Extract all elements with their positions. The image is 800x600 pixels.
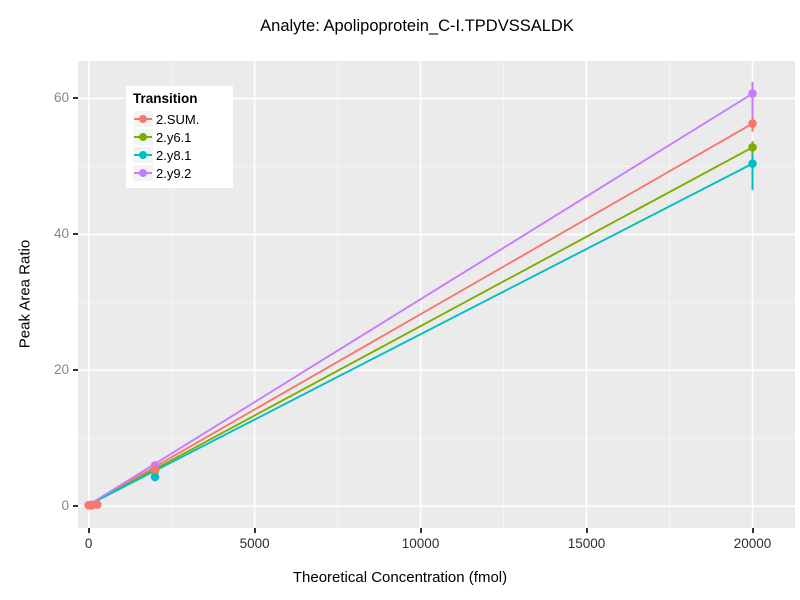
data-point xyxy=(748,89,757,98)
data-point xyxy=(150,472,160,482)
y-axis-title: Peak Area Ratio xyxy=(16,239,34,349)
x-tick-label: 10000 xyxy=(401,536,440,551)
legend-item: 2.y8.1 xyxy=(133,146,225,164)
legend-item-label: 2.y6.1 xyxy=(156,129,192,145)
legend-key-icon xyxy=(133,111,153,127)
legend-item: 2.y9.2 xyxy=(133,164,225,182)
data-point xyxy=(748,119,757,128)
y-tick-label: 40 xyxy=(53,226,69,242)
x-tick-mark xyxy=(419,528,422,533)
fit-line xyxy=(88,162,753,506)
legend-key-dot xyxy=(139,169,147,177)
fit-line xyxy=(88,92,754,506)
x-tick-mark xyxy=(751,528,754,533)
y-tick-mark xyxy=(73,233,78,236)
data-point xyxy=(150,465,160,474)
legend-key-icon xyxy=(133,129,153,145)
legend-key-dot xyxy=(139,133,147,141)
legend-item: 2.SUM. xyxy=(133,110,225,128)
y-tick-mark xyxy=(73,505,78,508)
fit-line xyxy=(88,122,753,506)
legend-item: 2.y6.1 xyxy=(133,128,225,146)
y-tick-label: 20 xyxy=(53,362,69,378)
legend-items: 2.SUM. 2.y6.1 2.y8.1 2.y9.2 xyxy=(133,110,225,182)
fit-line xyxy=(88,146,753,506)
x-tick-mark xyxy=(585,528,588,533)
data-point xyxy=(748,143,757,152)
legend-key-dot xyxy=(139,151,147,159)
y-tick-label: 0 xyxy=(61,498,69,514)
data-point xyxy=(92,500,102,509)
y-tick-mark xyxy=(73,97,78,100)
plot-area xyxy=(78,61,795,528)
x-tick-mark xyxy=(253,528,256,533)
legend: Transition 2.SUM. 2.y6.1 2.y8.1 2.y9.2 xyxy=(126,86,233,188)
x-tick-label: 0 xyxy=(84,536,93,551)
legend-item-label: 2.SUM. xyxy=(156,111,200,127)
legend-key-icon xyxy=(133,147,153,163)
x-tick-label: 20000 xyxy=(733,536,772,551)
data-point xyxy=(748,159,757,168)
x-tick-label: 5000 xyxy=(239,536,270,551)
legend-key-icon xyxy=(133,165,153,181)
y-tick-mark xyxy=(73,369,78,372)
y-tick-label: 60 xyxy=(53,90,69,106)
legend-title: Transition xyxy=(133,91,198,106)
legend-key-dot xyxy=(139,115,147,123)
x-axis-title: Theoretical Concentration (fmol) xyxy=(292,569,508,586)
chart-title: Analyte: Apolipoprotein_C-I.TPDVSSALDK xyxy=(260,17,574,35)
x-tick-label: 15000 xyxy=(567,536,606,551)
x-tick-mark xyxy=(87,528,90,533)
legend-item-label: 2.y8.1 xyxy=(156,147,192,163)
legend-item-label: 2.y9.2 xyxy=(156,165,192,181)
